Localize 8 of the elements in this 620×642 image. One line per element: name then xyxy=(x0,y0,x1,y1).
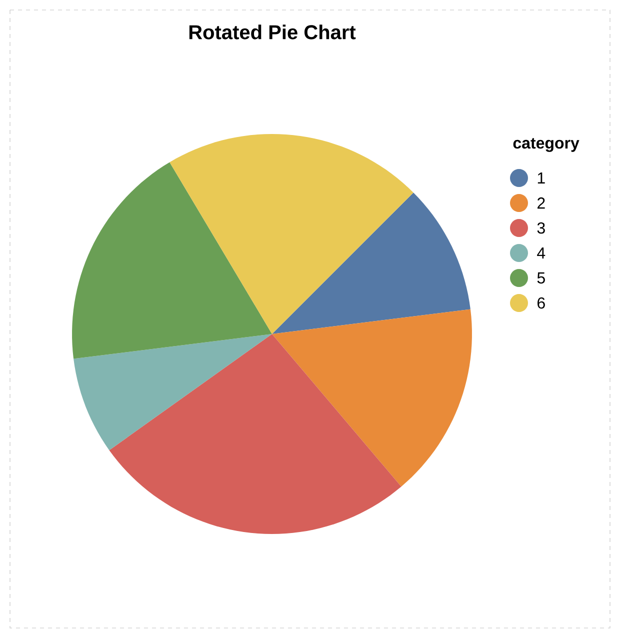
legend-label: 2 xyxy=(538,197,545,209)
legend-label: 4 xyxy=(537,248,546,258)
legend-label: 1 xyxy=(538,172,545,184)
legend-label: 3 xyxy=(537,222,545,234)
legend-label: 6 xyxy=(538,297,545,309)
legend-label: 5 xyxy=(537,272,545,284)
chart-title: Rotated Pie Chart xyxy=(189,24,356,40)
legend-title: category xyxy=(513,138,580,152)
